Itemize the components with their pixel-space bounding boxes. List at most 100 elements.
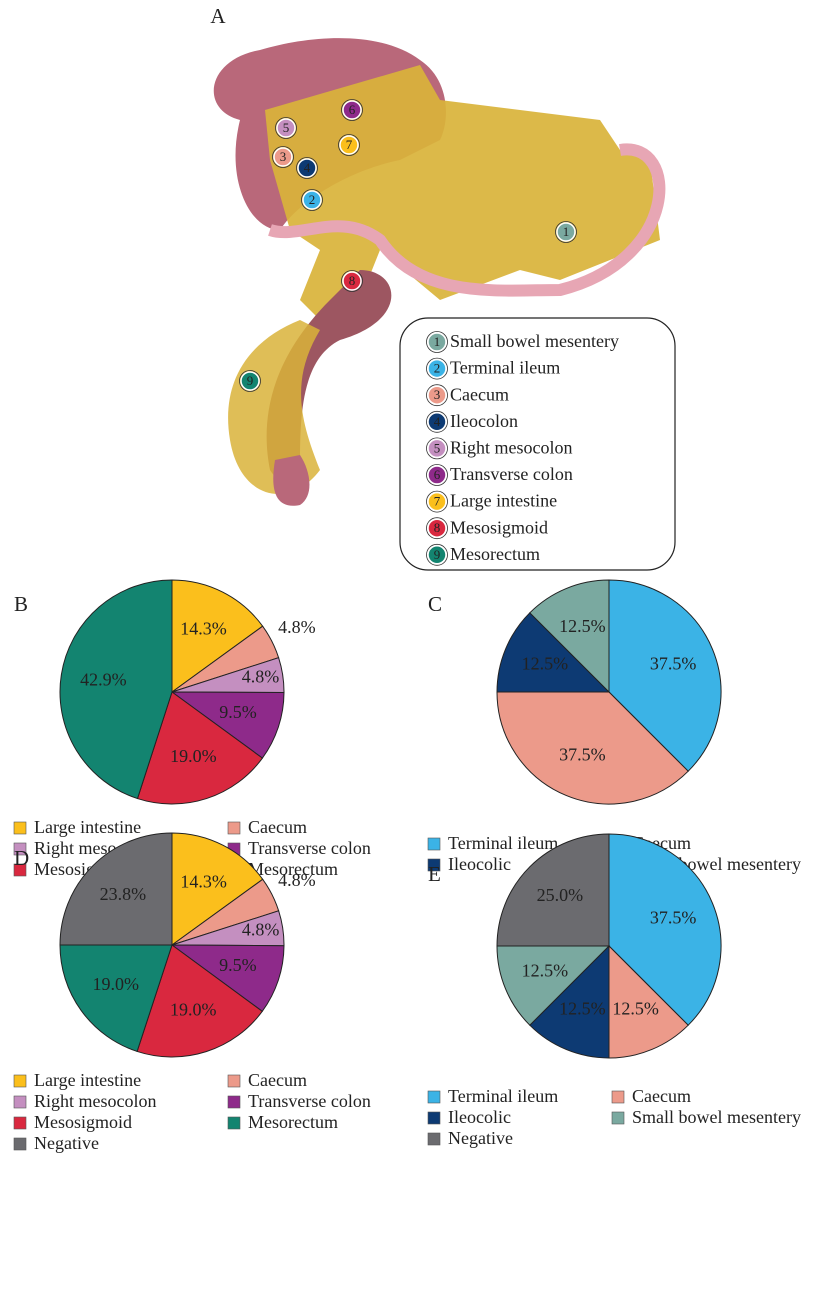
marker-number: 2 xyxy=(309,192,316,207)
marker-ring xyxy=(426,357,448,380)
marker-number: 9 xyxy=(434,547,441,562)
pie-slice xyxy=(59,832,173,946)
value-label: 4.8% xyxy=(278,617,316,637)
marker xyxy=(240,371,260,391)
pie-slice xyxy=(59,944,173,1053)
marker-number: 6 xyxy=(434,467,441,482)
value-label: 9.5% xyxy=(219,702,257,722)
value-label: 37.5% xyxy=(650,654,697,674)
marker-ring xyxy=(275,117,297,139)
marker xyxy=(273,147,293,167)
marker-number: 8 xyxy=(434,520,441,535)
marker-ring xyxy=(426,543,448,566)
value-label: 4.8% xyxy=(278,870,316,890)
pie-slice xyxy=(171,579,264,693)
legend-label: Terminal ileum xyxy=(448,833,558,853)
legend-label: Mesorectum xyxy=(248,859,338,879)
marker-ring xyxy=(426,490,448,513)
legend-label: Ileocolon xyxy=(450,411,518,431)
pie-slice xyxy=(496,945,611,1026)
marker xyxy=(427,385,447,405)
marker-ring xyxy=(296,157,318,179)
value-label: 12.5% xyxy=(522,654,569,674)
pie-slice xyxy=(136,944,263,1058)
legend-label: Transverse colon xyxy=(450,464,573,484)
legend-label: Large intestine xyxy=(450,491,557,511)
marker-number: 4 xyxy=(304,160,311,175)
legend-label: Terminal ileum xyxy=(450,358,560,378)
legend-label: Mesosigmoid xyxy=(450,517,548,537)
legend-swatch xyxy=(13,863,27,877)
marker xyxy=(427,545,447,565)
marker-number: 1 xyxy=(563,224,570,239)
value-label: 37.5% xyxy=(650,908,697,928)
legend-label: Right mesocolon xyxy=(34,1091,157,1111)
value-label: 12.5% xyxy=(522,961,569,981)
pie-slice xyxy=(608,833,722,1026)
marker-number: 5 xyxy=(283,120,290,135)
value-label: 12.5% xyxy=(559,998,606,1018)
legend-label: Large intestine xyxy=(34,1070,141,1090)
marker xyxy=(556,222,576,242)
value-label: 25.0% xyxy=(537,885,584,905)
legend-label: Transverse colon xyxy=(248,1091,371,1111)
value-label: 14.3% xyxy=(180,618,227,638)
marker xyxy=(302,190,322,210)
value-label: 42.9% xyxy=(80,669,127,689)
legend-swatch xyxy=(427,1111,441,1125)
panel-label: B xyxy=(14,592,28,616)
marker xyxy=(342,271,362,291)
marker-ring xyxy=(426,384,448,407)
legend-swatch xyxy=(427,858,441,872)
legend-swatch xyxy=(13,1137,27,1151)
legend-label: Negative xyxy=(448,1128,513,1148)
marker-number: 7 xyxy=(346,137,353,152)
marker-ring xyxy=(426,437,448,460)
legend-swatch xyxy=(13,1095,27,1109)
marker-ring xyxy=(426,331,448,353)
marker xyxy=(342,100,362,120)
pie-slice xyxy=(136,691,264,805)
marker-number: 1 xyxy=(434,334,441,349)
legend-swatch xyxy=(227,821,241,835)
marker xyxy=(427,412,447,432)
value-label: 4.8% xyxy=(242,666,280,686)
marker-number: 4 xyxy=(434,414,441,429)
panel-label: C xyxy=(428,592,442,616)
legend-swatch xyxy=(13,1074,27,1088)
legend-swatch xyxy=(13,842,27,856)
legend-swatch xyxy=(227,1095,241,1109)
mesentery xyxy=(265,65,660,330)
rectum xyxy=(273,455,310,506)
marker xyxy=(427,465,447,485)
pie-slice xyxy=(529,579,610,694)
panel-label: E xyxy=(428,862,441,886)
legend-swatch xyxy=(227,1116,241,1130)
marker-number: 6 xyxy=(349,102,356,117)
small-bowel xyxy=(268,143,666,297)
pie-slice xyxy=(608,579,722,772)
legend-label: Caecum xyxy=(450,384,509,404)
legend-swatch xyxy=(13,1116,27,1130)
legend-label: Ileocolic xyxy=(448,854,511,874)
legend-label: Terminal ileum xyxy=(448,1086,558,1106)
pie-slice xyxy=(496,833,610,947)
marker-number: 8 xyxy=(349,273,356,288)
panel-label: D xyxy=(14,846,29,870)
marker xyxy=(339,135,359,155)
marker-number: 3 xyxy=(434,387,441,402)
marker-number: 5 xyxy=(434,440,441,455)
value-label: 4.8% xyxy=(242,920,280,940)
marker-ring xyxy=(301,189,323,211)
legend-swatch xyxy=(611,1090,625,1104)
marker xyxy=(427,358,447,379)
legend-label: Mesorectum xyxy=(248,1112,338,1132)
pie-slice xyxy=(608,944,689,1059)
legend-swatch xyxy=(427,1090,441,1104)
marker-ring xyxy=(272,146,294,168)
marker-ring xyxy=(341,99,363,121)
legend-swatch xyxy=(227,1074,241,1088)
marker-ring xyxy=(338,134,360,156)
marker xyxy=(427,332,447,352)
marker-ring xyxy=(341,270,363,292)
